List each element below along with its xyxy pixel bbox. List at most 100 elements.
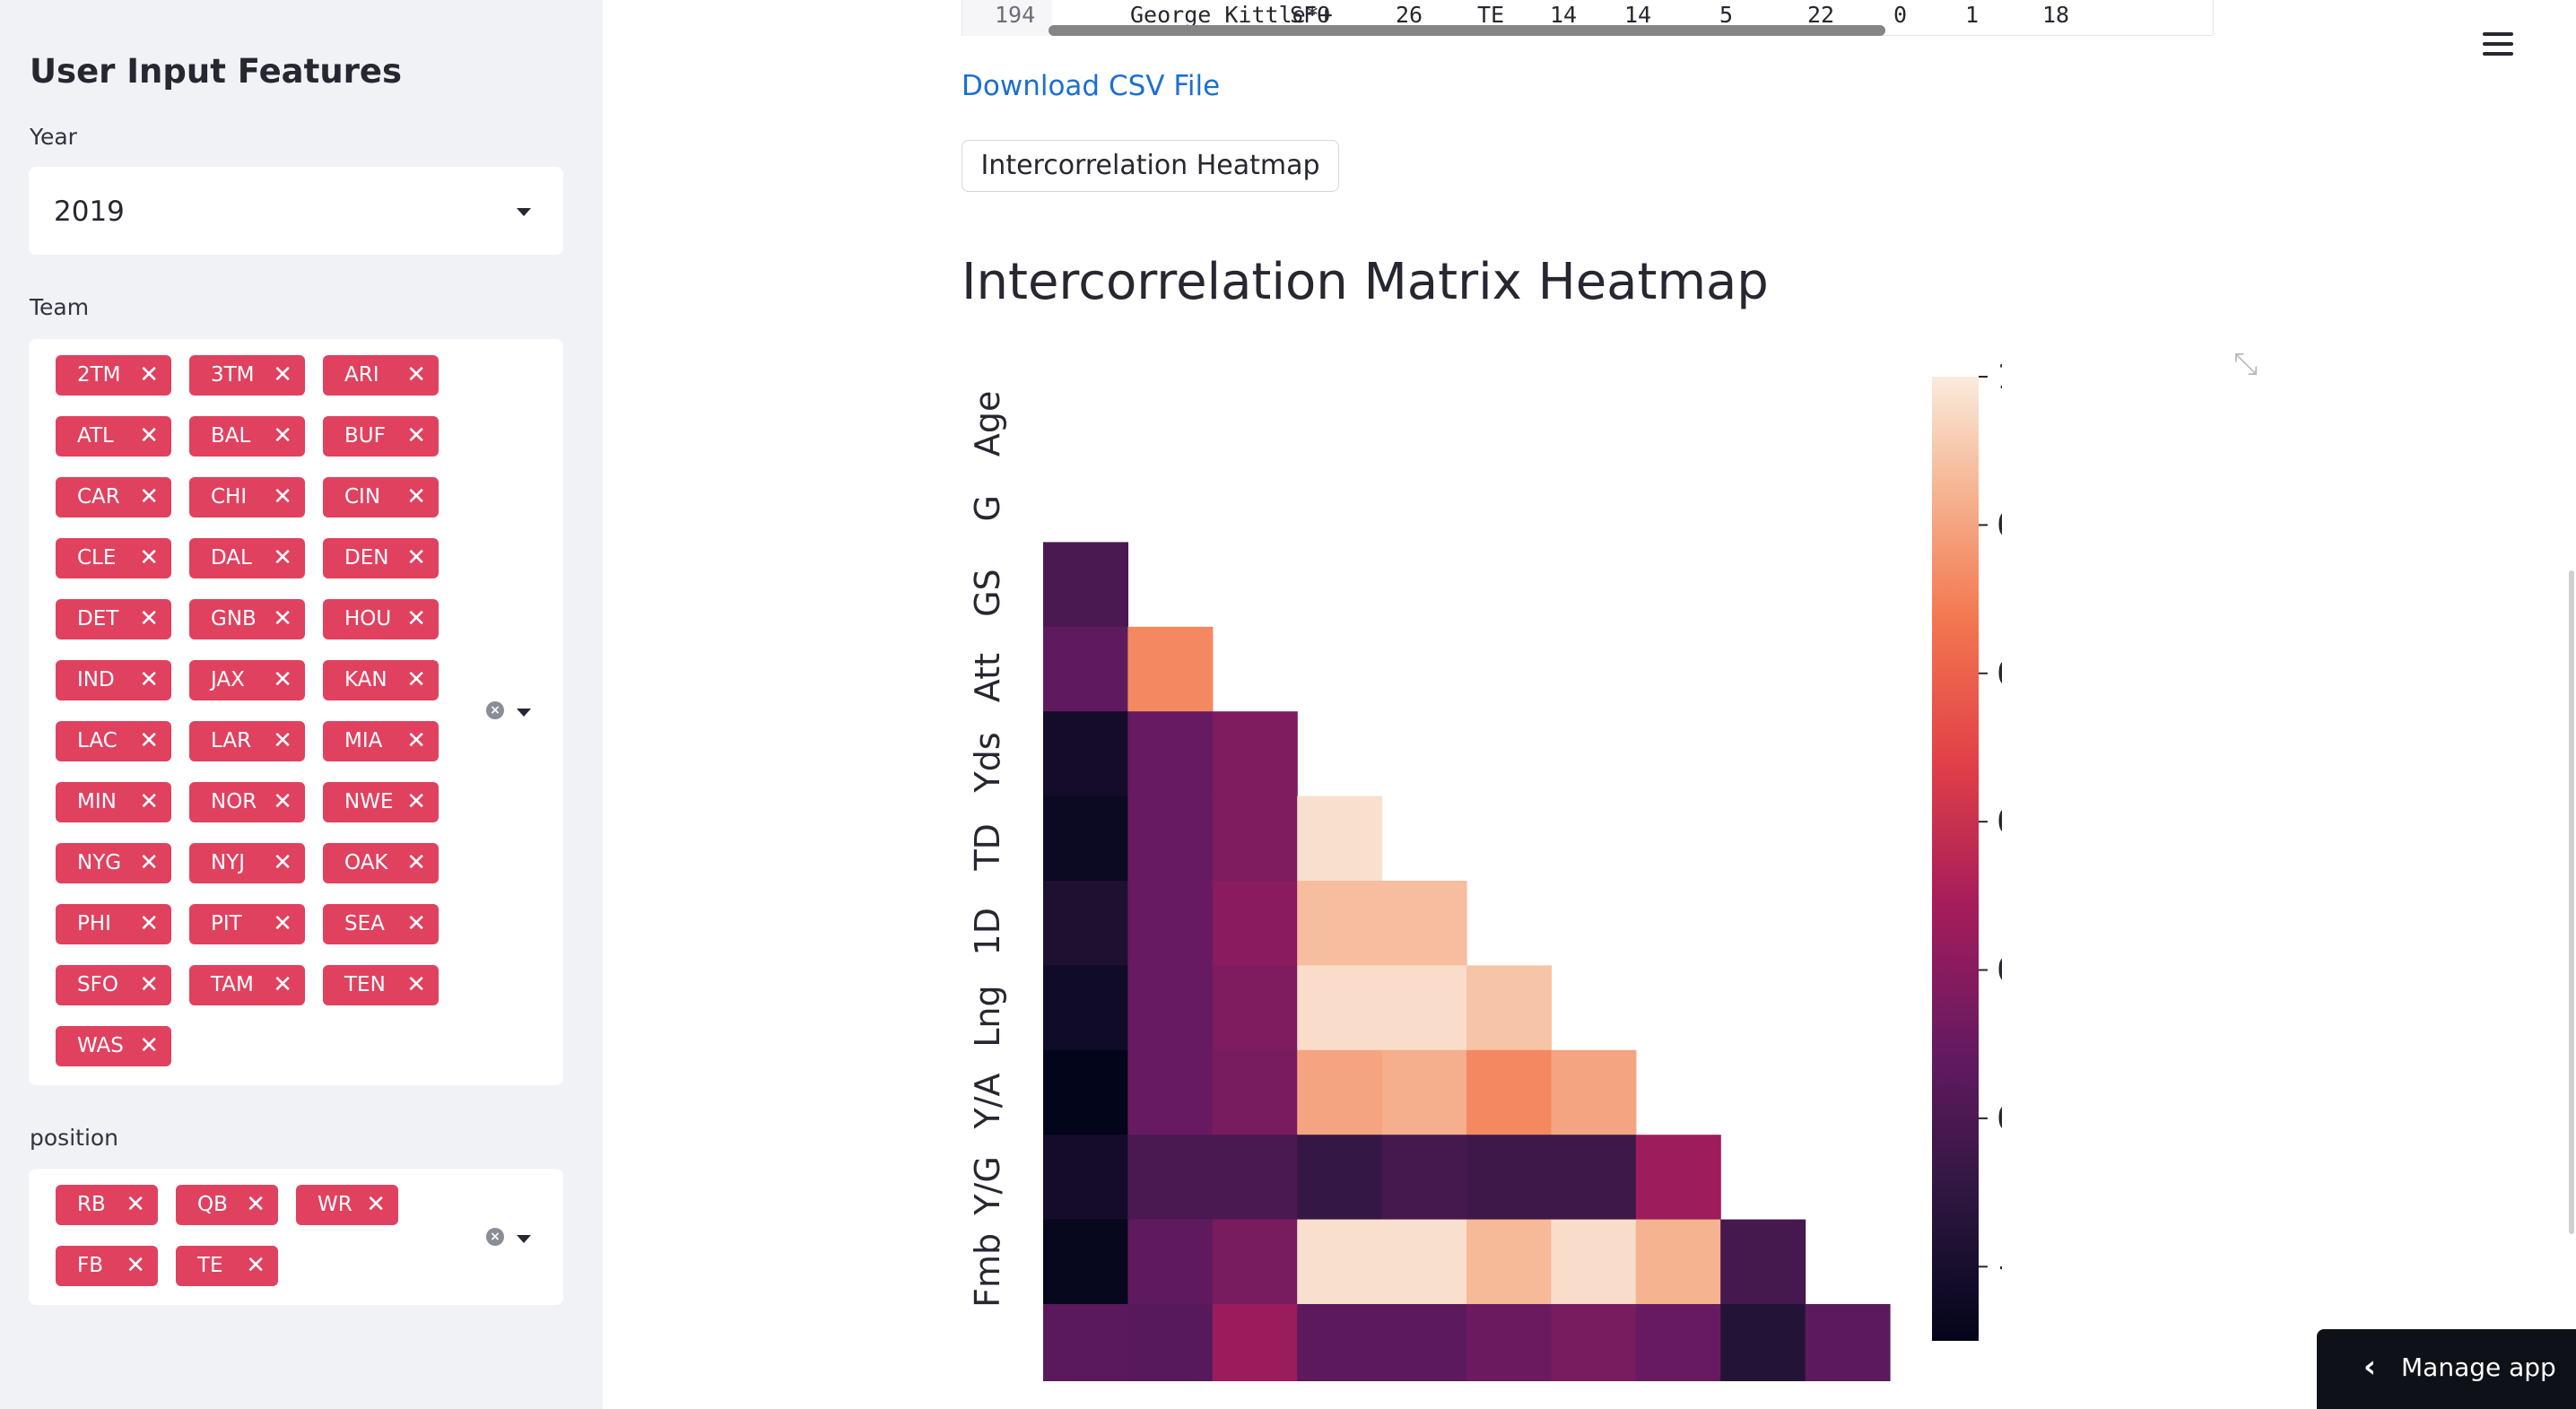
heatmap-cell bbox=[1043, 626, 1128, 712]
close-icon[interactable]: ✕ bbox=[139, 910, 159, 937]
position-multiselect[interactable]: RB ✕ QB ✕ WR ✕ FB ✕ TE ✕ × bbox=[29, 1169, 563, 1305]
tag-label: IND bbox=[77, 668, 115, 691]
close-icon[interactable]: ✕ bbox=[406, 605, 426, 632]
tag-label: ATL bbox=[77, 424, 114, 448]
tag-lac: LAC ✕ bbox=[56, 721, 171, 761]
close-icon[interactable]: ✕ bbox=[246, 1252, 265, 1279]
close-icon[interactable]: ✕ bbox=[366, 1191, 386, 1218]
table-cell: 5 bbox=[1719, 2, 1734, 28]
close-icon[interactable]: ✕ bbox=[273, 361, 292, 388]
manage-app-button[interactable]: ‹ Manage app bbox=[2317, 1329, 2576, 1409]
clear-icon[interactable]: × bbox=[486, 701, 504, 719]
close-icon[interactable]: ✕ bbox=[406, 666, 426, 693]
y-tick-label: G bbox=[968, 495, 1007, 521]
close-icon[interactable]: ✕ bbox=[139, 849, 159, 876]
tag-label: PIT bbox=[211, 912, 242, 935]
close-icon[interactable]: ✕ bbox=[126, 1252, 145, 1279]
tag-qb: QB ✕ bbox=[176, 1185, 278, 1225]
colorbar-tick-label: 0.8 bbox=[1997, 505, 2002, 544]
close-icon[interactable]: ✕ bbox=[273, 971, 292, 998]
tag-phi: PHI ✕ bbox=[56, 904, 171, 944]
close-icon[interactable]: ✕ bbox=[139, 361, 159, 388]
tag-label: WR bbox=[318, 1193, 352, 1216]
tag-label: LAR bbox=[211, 729, 252, 752]
close-icon[interactable]: ✕ bbox=[273, 544, 292, 571]
tag-det: DET ✕ bbox=[56, 599, 171, 639]
close-icon[interactable]: ✕ bbox=[406, 422, 426, 449]
close-icon[interactable]: ✕ bbox=[273, 910, 292, 937]
chevron-down-icon[interactable] bbox=[517, 709, 531, 717]
tag-label: SFO bbox=[77, 973, 118, 996]
close-icon[interactable]: ✕ bbox=[406, 971, 426, 998]
close-icon[interactable]: ✕ bbox=[126, 1191, 145, 1218]
close-icon[interactable]: ✕ bbox=[273, 483, 292, 510]
close-icon[interactable]: ✕ bbox=[406, 788, 426, 815]
tag-cle: CLE ✕ bbox=[56, 538, 171, 578]
heatmap-cell bbox=[1127, 1135, 1214, 1221]
close-icon[interactable]: ✕ bbox=[406, 544, 426, 571]
close-icon[interactable]: ✕ bbox=[273, 666, 292, 693]
close-icon[interactable]: ✕ bbox=[139, 483, 159, 510]
tag-nwe: NWE ✕ bbox=[323, 782, 439, 822]
vertical-scrollbar[interactable] bbox=[2569, 570, 2574, 1234]
table-cell: 26 bbox=[1396, 2, 1423, 28]
chevron-down-icon[interactable] bbox=[517, 1235, 531, 1243]
close-icon[interactable]: ✕ bbox=[406, 727, 426, 754]
tag-oak: OAK ✕ bbox=[323, 843, 439, 883]
tag-label: 3TM bbox=[211, 363, 255, 387]
download-csv-link[interactable]: Download CSV File bbox=[962, 70, 1221, 102]
close-icon[interactable]: ✕ bbox=[139, 788, 159, 815]
close-icon[interactable]: ✕ bbox=[139, 422, 159, 449]
close-icon[interactable]: ✕ bbox=[406, 361, 426, 388]
close-icon[interactable]: ✕ bbox=[139, 727, 159, 754]
year-select[interactable]: 2019 bbox=[29, 167, 563, 255]
tag-label: KAN bbox=[344, 668, 387, 691]
heatmap-cell bbox=[1466, 1049, 1552, 1135]
close-icon[interactable]: ✕ bbox=[246, 1191, 265, 1218]
hamburger-menu-icon[interactable] bbox=[2483, 32, 2513, 62]
chevron-down-icon[interactable] bbox=[517, 208, 531, 216]
colorbar-tick-label: 0.4 bbox=[1997, 802, 2002, 841]
tag-label: JAX bbox=[211, 668, 245, 691]
table-cell: 22 bbox=[1807, 2, 1835, 28]
close-icon[interactable]: ✕ bbox=[273, 788, 292, 815]
tag-hou: HOU ✕ bbox=[323, 599, 439, 639]
tag-sfo: SFO ✕ bbox=[56, 965, 171, 1005]
tag-ten: TEN ✕ bbox=[323, 965, 439, 1005]
team-multiselect[interactable]: 2TM ✕ 3TM ✕ ARI ✕ ATL ✕ BAL ✕ BUF ✕ CAR ✕ CHI ✕ CIN ✕ CLE ✕… bbox=[29, 339, 563, 1085]
tag-label: OAK bbox=[344, 851, 388, 874]
close-icon[interactable]: ✕ bbox=[406, 849, 426, 876]
close-icon[interactable]: ✕ bbox=[273, 605, 292, 632]
year-label: Year bbox=[30, 124, 77, 150]
y-tick-label: Y/A bbox=[968, 1074, 1007, 1130]
close-icon[interactable]: ✕ bbox=[139, 544, 159, 571]
colorbar-tick-label: 1.0 bbox=[1997, 357, 2002, 396]
close-icon[interactable]: ✕ bbox=[406, 910, 426, 937]
close-icon[interactable]: ✕ bbox=[139, 1032, 159, 1059]
tag-ind: IND ✕ bbox=[56, 660, 171, 700]
tag-nyj: NYJ ✕ bbox=[189, 843, 305, 883]
close-icon[interactable]: ✕ bbox=[139, 971, 159, 998]
close-icon[interactable]: ✕ bbox=[273, 422, 292, 449]
tag-label: NOR bbox=[211, 790, 257, 813]
close-icon[interactable]: ✕ bbox=[273, 727, 292, 754]
colorbar-tick-label: 0.0 bbox=[1997, 1099, 2002, 1138]
heatmap-cell bbox=[1212, 881, 1298, 966]
heatmap-cell bbox=[1212, 1049, 1298, 1135]
clear-icon[interactable]: × bbox=[486, 1228, 504, 1246]
expand-icon[interactable]: ⤡ bbox=[2233, 346, 2258, 382]
close-icon[interactable]: ✕ bbox=[406, 483, 426, 510]
tag-label: CIN bbox=[344, 485, 381, 509]
close-icon[interactable]: ✕ bbox=[273, 849, 292, 876]
y-tick-label: 1D bbox=[968, 908, 1007, 955]
tag-3tm: 3TM ✕ bbox=[189, 355, 305, 396]
horizontal-scrollbar[interactable] bbox=[1049, 25, 1885, 36]
tag-chi: CHI ✕ bbox=[189, 477, 305, 518]
heatmap-cell bbox=[1635, 1219, 1721, 1305]
close-icon[interactable]: ✕ bbox=[139, 666, 159, 693]
heatmap-cell bbox=[1381, 965, 1467, 1051]
intercorrelation-heatmap-button[interactable]: Intercorrelation Heatmap bbox=[962, 140, 1339, 192]
close-icon[interactable]: ✕ bbox=[139, 605, 159, 632]
table-cell: TE bbox=[1477, 2, 1505, 28]
tag-label: TAM bbox=[211, 973, 254, 996]
